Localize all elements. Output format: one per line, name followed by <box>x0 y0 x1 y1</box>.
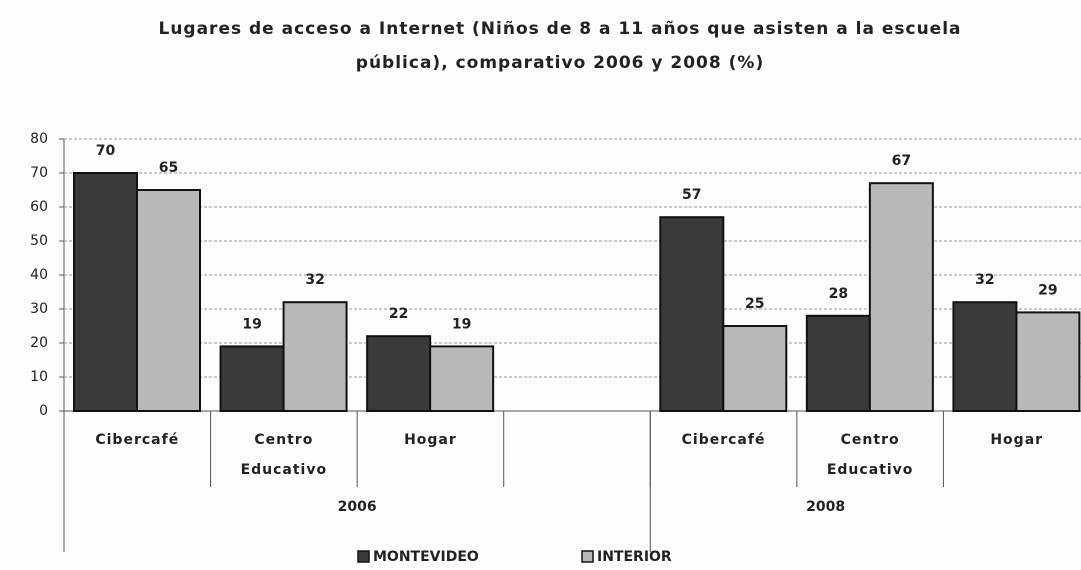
x-tick-label: Hogar <box>990 432 1044 448</box>
x-tick-label: Cibercafé <box>95 432 180 448</box>
bar <box>73 172 138 412</box>
data-label: 29 <box>1038 282 1057 298</box>
y-tick-label: 10 <box>30 369 48 385</box>
y-tick-label: 40 <box>30 267 48 283</box>
data-label: 67 <box>892 153 911 169</box>
x-tick-label: Centro Educativo <box>826 432 914 478</box>
data-label: 65 <box>159 160 178 176</box>
data-label: 28 <box>829 286 848 302</box>
bar <box>366 335 432 413</box>
x-tick-label: Cibercafé <box>681 432 766 448</box>
data-label: 22 <box>389 306 408 322</box>
data-label: 32 <box>975 272 994 288</box>
y-tick-label: 80 <box>30 131 48 147</box>
bar <box>136 189 201 412</box>
data-label: 70 <box>96 143 116 159</box>
data-label: 25 <box>745 296 764 312</box>
data-label: 32 <box>305 272 324 288</box>
x-tick-label: Centro Educativo <box>240 432 328 478</box>
chart-title: Lugares de acceso a Internet (Niños de 8… <box>158 19 962 73</box>
group-label: 2008 <box>806 499 845 515</box>
bar <box>868 182 934 412</box>
bar <box>429 345 495 412</box>
group-label: 2006 <box>338 499 377 515</box>
y-tick-label: 70 <box>30 165 48 181</box>
bar <box>805 314 871 412</box>
bar <box>722 325 788 412</box>
x-tick-label: Hogar <box>404 432 457 448</box>
bar <box>952 301 1018 413</box>
bar <box>659 216 725 412</box>
data-label: 57 <box>682 187 701 203</box>
y-tick-label: 30 <box>30 301 48 317</box>
legend-label: INTERIOR <box>597 549 672 565</box>
bar <box>282 301 348 413</box>
legend-label: MONTEVIDEO <box>373 549 479 565</box>
legend-swatch <box>581 550 594 563</box>
y-tick-label: 0 <box>39 403 48 419</box>
bar <box>219 345 285 412</box>
bar <box>1015 311 1081 412</box>
y-tick-label: 20 <box>30 335 48 351</box>
data-label: 19 <box>452 316 471 332</box>
y-tick-label: 50 <box>30 233 48 249</box>
data-label: 19 <box>242 316 261 332</box>
legend-swatch <box>357 550 370 563</box>
y-tick-label: 60 <box>30 199 48 215</box>
